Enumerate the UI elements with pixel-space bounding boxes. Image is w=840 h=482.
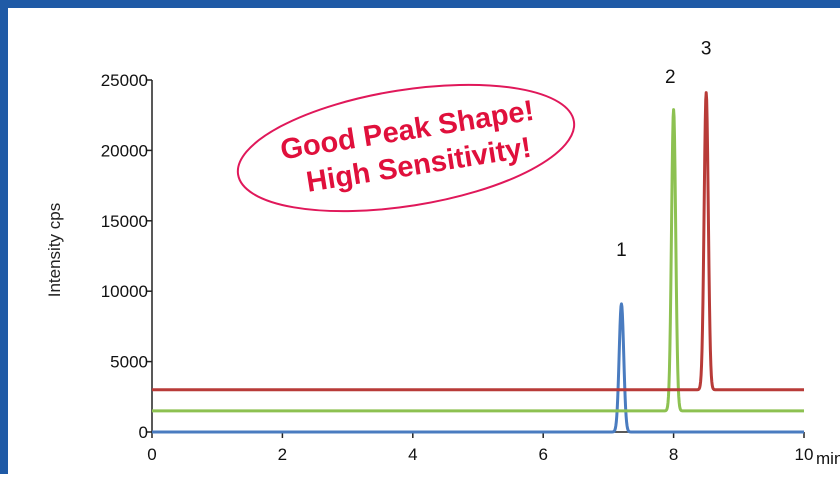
x-tick-label: 8 (669, 445, 678, 464)
peak-label-1: 1 (616, 240, 627, 261)
y-axis-title: Intensity cps (45, 203, 64, 298)
series-line-1 (150, 302, 806, 434)
y-tick-label: 25000 (101, 71, 148, 90)
y-tick-label: 15000 (101, 212, 148, 231)
series-line-3 (150, 91, 806, 392)
x-tick-label: 4 (408, 445, 417, 464)
peak-label-3: 3 (701, 39, 712, 60)
y-tick-label: 0 (139, 423, 148, 442)
y-tick-label: 10000 (101, 282, 148, 301)
x-axis: 0 2 4 6 8 10 (147, 431, 814, 464)
x-tick-label: 0 (147, 445, 156, 464)
y-tick-label: 5000 (110, 353, 148, 372)
series-line-2 (150, 108, 806, 413)
callout-ellipse (236, 83, 576, 213)
annotation-callout: Good Peak Shape! High Sensitivity! (236, 83, 576, 213)
x-tick-label: 6 (538, 445, 547, 464)
series-layer: 1 2 3 (150, 39, 806, 434)
x-tick-label: 10 (795, 445, 814, 464)
chromatogram-chart: 0 5000 10000 15000 20000 25000 0 2 4 6 8 10 Intens… (45, 39, 840, 468)
y-tick-label: 20000 (101, 141, 148, 160)
peak-label-2: 2 (665, 67, 676, 88)
y-axis: 0 5000 10000 15000 20000 25000 (101, 71, 153, 442)
x-axis-unit: min (816, 449, 840, 468)
x-tick-label: 2 (278, 445, 287, 464)
